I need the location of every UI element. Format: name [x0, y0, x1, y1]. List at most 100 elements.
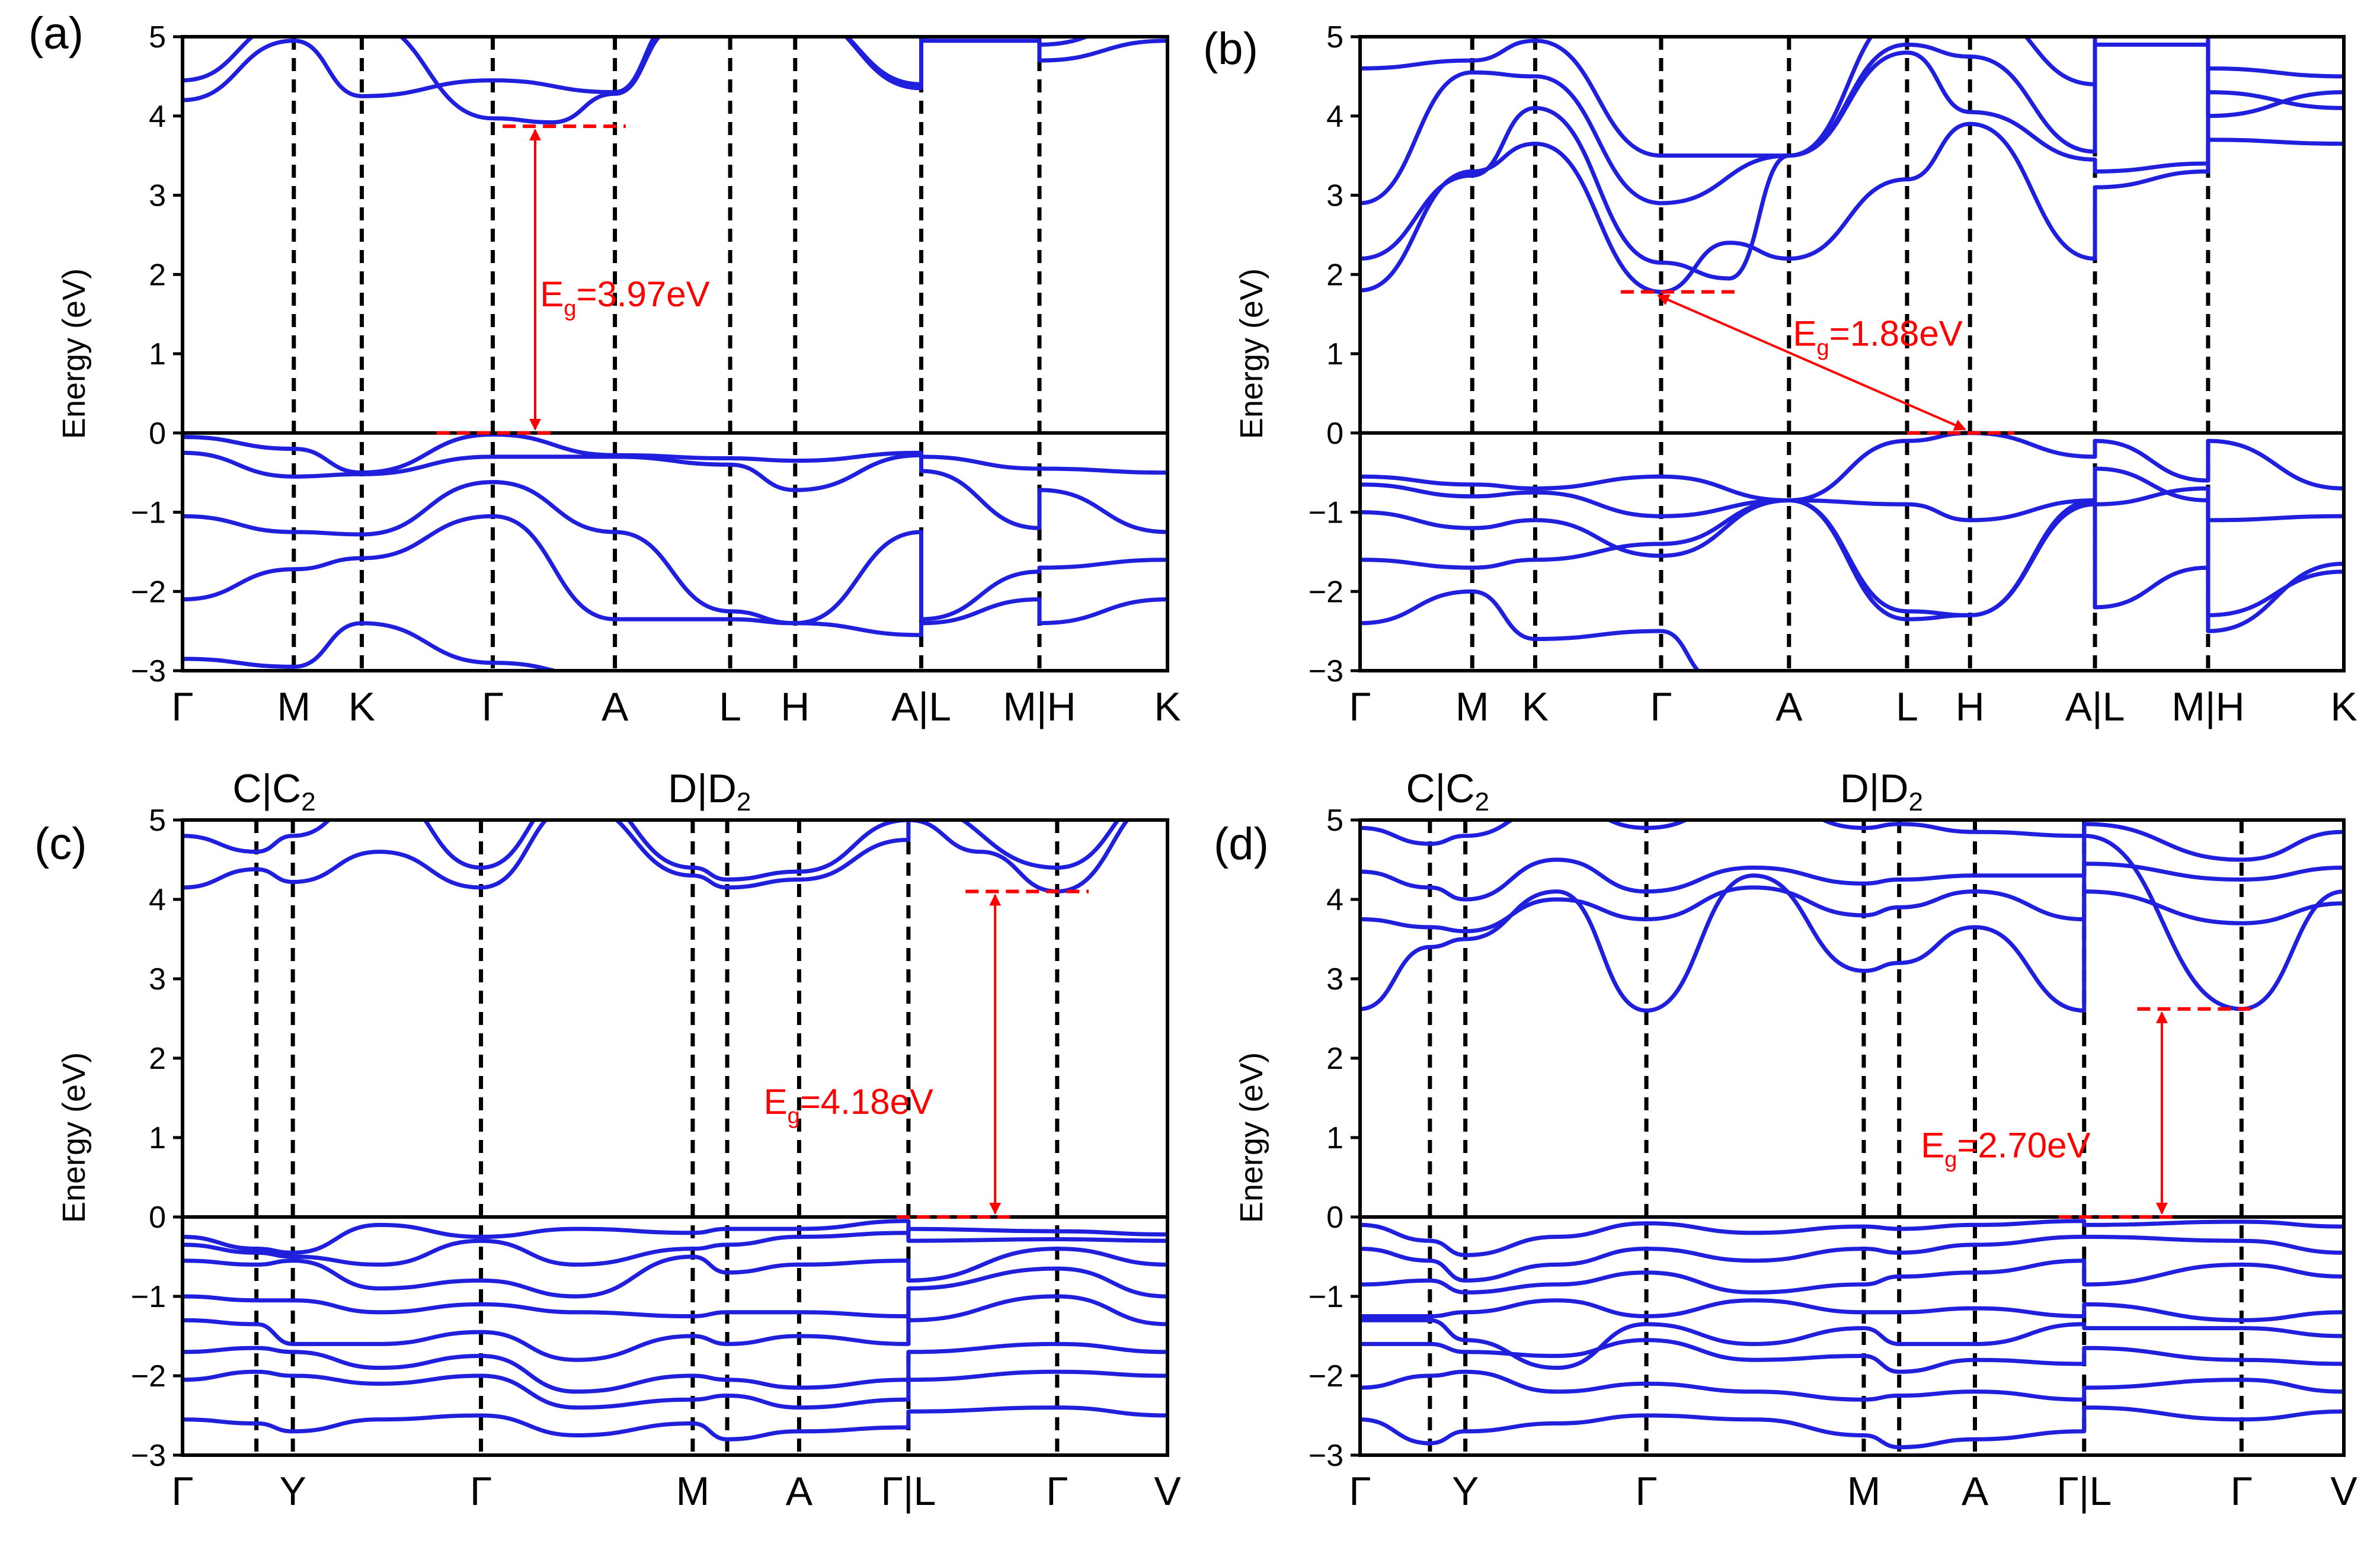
kpoint-label: M	[1847, 1469, 1881, 1514]
band-gap-label: Eg=3.97eV	[540, 274, 709, 321]
y-tick-label: 2	[149, 1042, 166, 1076]
extra-kpoint-label: D|D2	[1840, 766, 1923, 816]
band-line-c1	[1360, 834, 2344, 1013]
kpoint-label: K	[348, 684, 375, 729]
y-tick-label: 1	[149, 1121, 166, 1155]
band-line-v1	[1360, 431, 2344, 502]
band-line-v4	[1360, 1298, 2344, 1322]
y-tick-label: −1	[131, 496, 166, 530]
kpoint-label: Γ	[171, 684, 193, 729]
y-tick-label: −3	[131, 1439, 166, 1473]
kpoint-label: Γ	[1046, 1469, 1068, 1514]
y-tick-label: 5	[149, 20, 166, 55]
y-tick-label: 1	[1326, 337, 1343, 371]
y-tick-label: 1	[1326, 1121, 1343, 1155]
kpoint-label: M	[676, 1469, 710, 1514]
y-tick-label: 2	[1326, 1042, 1343, 1076]
band-line-v4	[1360, 498, 2344, 633]
kpoint-label: M	[1455, 684, 1489, 729]
kpoint-label: H	[780, 684, 810, 729]
kpoint-label: A|L	[2065, 684, 2125, 729]
panel-label: (d)	[1214, 819, 1269, 869]
y-axis-label: Energy (eV)	[56, 1052, 92, 1223]
kpoint-label: Γ	[1349, 1469, 1371, 1514]
band-line-v3	[1360, 486, 2344, 617]
y-tick-label: −3	[131, 654, 166, 688]
y-tick-label: 3	[149, 962, 166, 997]
band-line-v3	[183, 1247, 1167, 1299]
band-line-v2	[183, 450, 1167, 534]
band-line-c2	[1360, 50, 2344, 281]
band-line-c1	[183, 37, 1167, 103]
panel-c: −3 −2 −1 0 1 2 3 4 5 Energy (eV) Γ Y Γ M A Γ|L Γ V C|C2 D|D…	[34, 766, 1181, 1514]
band-line-v5	[1360, 589, 1701, 671]
band-line-v6	[183, 1341, 1167, 1394]
band-gap-label: Eg=1.88eV	[1793, 314, 1962, 361]
band-line-v5	[183, 1294, 1167, 1362]
kpoint-label: V	[2330, 1469, 2357, 1514]
kpoint-label: L	[1896, 684, 1918, 729]
band-line-c3	[1360, 857, 2344, 902]
kpoint-label: M|H	[2171, 684, 2244, 729]
kpoint-label: A	[1776, 684, 1803, 729]
kpoint-label: K	[1154, 684, 1181, 729]
band-line-v6	[1360, 1338, 2344, 1374]
band-line-v7	[1360, 1369, 2344, 1402]
band-line-c4	[1360, 37, 2344, 158]
band-line-v3	[183, 480, 1167, 626]
y-tick-label: 4	[149, 100, 166, 134]
kpoint-label: V	[1154, 1469, 1181, 1514]
kpoint-label: Γ	[2231, 1469, 2253, 1514]
kpoint-label: Γ	[470, 1469, 492, 1514]
panel-d: −3 −2 −1 0 1 2 3 4 5 Energy (eV) Γ Y Γ M A Γ|L Γ V C|C2 D|D…	[1214, 766, 2357, 1514]
kpoint-label: M	[277, 684, 311, 729]
band-line-v2	[1360, 466, 2344, 523]
band-line-c2	[183, 820, 1121, 882]
kpoint-label: K	[1522, 684, 1549, 729]
kpoint-label: A	[786, 1469, 813, 1514]
y-tick-label: 4	[1326, 100, 1343, 134]
kpoint-label: A	[602, 684, 629, 729]
band-line-c2	[1360, 885, 2344, 934]
kpoint-label: Γ	[171, 1469, 193, 1514]
extra-kpoint-label: C|C2	[232, 766, 315, 816]
band-line-v4	[183, 514, 1167, 638]
band-line-v3	[1360, 1258, 2344, 1295]
band-line-c4	[1360, 820, 2344, 862]
band-line-c1	[1360, 121, 2344, 294]
gap-arrow	[1657, 294, 1966, 431]
kpoint-label: Γ	[1635, 1469, 1657, 1514]
band-line-v8	[183, 1405, 1167, 1442]
kpoint-label: Y	[279, 1469, 306, 1514]
band-line-c1	[183, 820, 1130, 894]
kpoint-label: A|L	[891, 684, 951, 729]
panel-label: (c)	[34, 819, 87, 869]
band-line-v2	[1360, 1235, 2344, 1283]
y-tick-label: 2	[149, 258, 166, 292]
kpoint-label: Γ	[482, 684, 504, 729]
band-line-v2	[183, 1231, 1167, 1267]
y-tick-label: 3	[1326, 962, 1343, 997]
y-tick-label: −2	[131, 1359, 166, 1394]
kpoint-label: L	[719, 684, 741, 729]
kpoint-label: Γ|L	[2056, 1469, 2112, 1514]
y-tick-label: −3	[1309, 1439, 1343, 1473]
band-line-v1	[183, 1219, 1167, 1255]
y-tick-label: 2	[1326, 258, 1343, 292]
kpoint-label: Γ|L	[881, 1469, 936, 1514]
band-line-v5	[1360, 1318, 2344, 1370]
y-axis-label: Energy (eV)	[1234, 1052, 1269, 1223]
band-line-c2	[183, 37, 1092, 124]
y-tick-label: 0	[1326, 417, 1343, 451]
kpoint-label: H	[1956, 684, 1985, 729]
y-axis-label: Energy (eV)	[56, 268, 92, 439]
band-gap-label: Eg=4.18eV	[764, 1082, 933, 1129]
band-line-c3	[1360, 42, 2344, 206]
y-tick-label: −2	[1309, 1359, 1343, 1394]
y-tick-label: −1	[1309, 496, 1343, 530]
y-tick-label: 5	[1326, 803, 1343, 838]
extra-kpoint-label: D|D2	[668, 766, 751, 816]
